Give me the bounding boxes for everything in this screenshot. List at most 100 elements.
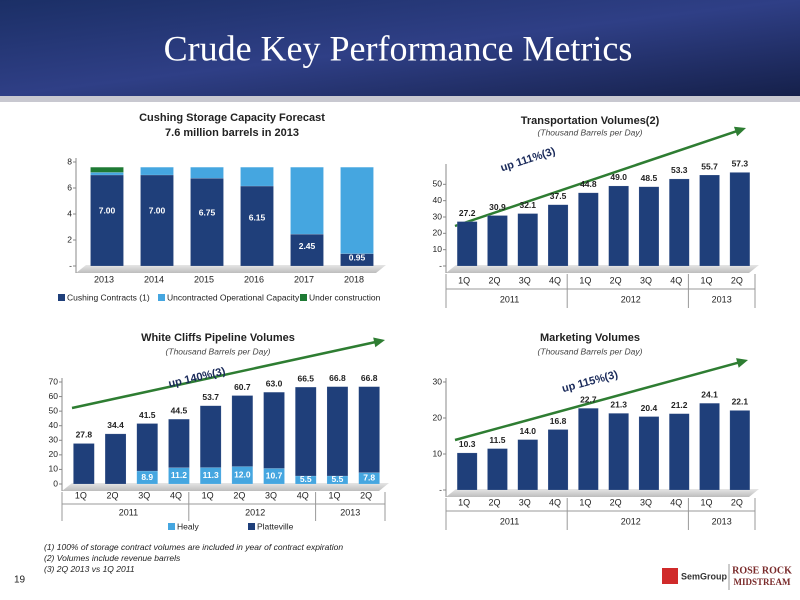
- value-label: 14.0: [519, 426, 536, 436]
- legend-label: Platteville: [257, 521, 294, 531]
- total-label: 53.7: [202, 392, 219, 402]
- x-tick-label: 2017: [294, 274, 314, 284]
- value-label: 7.00: [149, 206, 166, 216]
- bar: [699, 402, 720, 491]
- value-label: 11.2: [171, 470, 187, 480]
- bar: [199, 405, 222, 468]
- bar: [517, 439, 538, 491]
- bar: [104, 433, 127, 485]
- total-label: 27.8: [76, 430, 93, 440]
- bar: [608, 185, 629, 267]
- legend-swatch: [248, 523, 255, 530]
- logo: ROSE ROCK: [732, 565, 792, 576]
- value-label: 0.95: [349, 252, 366, 262]
- bar: [456, 221, 478, 267]
- x-tick-label: 2Q: [488, 497, 500, 507]
- chart-subtitle: (Thousand Barrels per Day): [538, 346, 643, 356]
- slide-title: Crude Key Performance Metrics: [164, 28, 633, 68]
- chart-subtitle: (Thousand Barrels per Day): [166, 346, 271, 356]
- x-tick-label: 3Q: [265, 490, 277, 500]
- value-label: 11.5: [489, 435, 505, 445]
- x-tick-label: 4Q: [670, 497, 682, 507]
- bar: [547, 204, 569, 267]
- x-tick-label: 3Q: [519, 497, 531, 507]
- legend-label: Healy: [177, 521, 199, 531]
- plot-floor: [446, 489, 759, 497]
- y-tick-label: 50: [433, 179, 443, 189]
- trend-arrow: [71, 340, 380, 410]
- chart-subtitle: 7.6 million barrels in 2013: [165, 127, 299, 139]
- bar: [517, 213, 538, 267]
- bar: [608, 413, 629, 491]
- bar: [578, 408, 599, 491]
- x-tick-label: 3Q: [519, 275, 531, 285]
- value-label: 37.5: [550, 191, 567, 201]
- x-group-label: 2012: [245, 507, 265, 517]
- y-tick-label: 2: [67, 234, 72, 244]
- x-tick-label: 1Q: [458, 275, 470, 285]
- bar: [729, 410, 751, 491]
- value-label: 48.5: [641, 173, 658, 183]
- x-tick-label: 2Q: [731, 497, 743, 507]
- total-label: 66.8: [329, 373, 346, 383]
- value-label: 7.00: [99, 206, 116, 216]
- x-tick-label: 2015: [194, 274, 214, 284]
- value-label: 21.2: [671, 400, 688, 410]
- legend-swatch: [58, 294, 65, 301]
- x-tick-label: 2Q: [610, 497, 622, 507]
- trend-arrow: [454, 128, 741, 228]
- bar: [669, 413, 690, 491]
- value-label: 20.4: [641, 403, 658, 413]
- logo: MIDSTREAM: [733, 577, 791, 587]
- x-tick-label: 1Q: [701, 497, 713, 507]
- bar: [295, 386, 317, 477]
- bar: [326, 386, 349, 477]
- x-tick-label: 2018: [344, 274, 364, 284]
- value-label: 49.0: [610, 172, 627, 182]
- x-tick-label: 1Q: [75, 490, 87, 500]
- y-tick-label: 60: [49, 391, 59, 401]
- bar: [140, 166, 174, 176]
- value-label: 5.5: [300, 474, 312, 484]
- value-label: 32.1: [519, 200, 536, 210]
- y-tick-label: 70: [49, 376, 59, 386]
- trend-arrow: [454, 360, 743, 442]
- x-tick-label: 3Q: [138, 490, 150, 500]
- annotation: up 115%(3): [561, 369, 620, 396]
- x-tick-label: 2Q: [360, 490, 372, 500]
- total-label: 41.5: [139, 410, 156, 420]
- bar: [699, 174, 720, 267]
- x-group-label: 2011: [119, 507, 138, 517]
- x-group-label: 2013: [712, 516, 732, 526]
- value-label: 5.5: [332, 474, 344, 484]
- x-tick-label: 1Q: [701, 275, 713, 285]
- value-label: 22.1: [732, 397, 749, 407]
- value-label: 55.7: [701, 161, 718, 171]
- footnote: (3) 2Q 2013 vs 1Q 2011: [44, 564, 135, 574]
- value-label: 2.45: [299, 241, 316, 251]
- bar: [487, 448, 508, 491]
- value-label: 44.8: [580, 179, 597, 189]
- chart-subtitle: (Thousand Barrels per Day): [538, 127, 643, 137]
- bar: [140, 174, 174, 267]
- legend-label: Cushing Contracts (1): [67, 292, 150, 302]
- bar: [729, 172, 751, 267]
- plot-floor: [446, 265, 759, 273]
- y-tick-label: 6: [67, 182, 72, 192]
- value-label: 10.7: [266, 470, 283, 480]
- legend-label: Under construction: [309, 292, 381, 302]
- x-tick-label: 4Q: [549, 275, 561, 285]
- y-tick-label: 40: [433, 195, 443, 205]
- legend-swatch: [168, 523, 175, 530]
- bar: [358, 386, 380, 473]
- x-group-label: 2012: [621, 294, 641, 304]
- x-tick-label: 2014: [144, 274, 164, 284]
- value-label: 16.8: [550, 416, 567, 426]
- bar: [90, 166, 124, 173]
- y-tick-label: 10: [433, 244, 443, 254]
- value-label: 57.3: [732, 159, 749, 169]
- y-tick-label: -: [69, 260, 72, 270]
- value-label: 22.7: [580, 395, 597, 405]
- legend-label: Uncontracted Operational Capacity: [167, 292, 300, 302]
